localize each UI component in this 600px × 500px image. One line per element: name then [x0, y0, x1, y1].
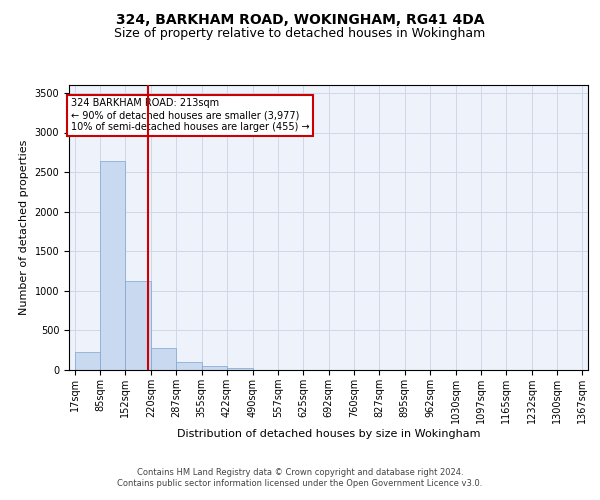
Text: Contains HM Land Registry data © Crown copyright and database right 2024.
Contai: Contains HM Land Registry data © Crown c…	[118, 468, 482, 487]
Text: Size of property relative to detached houses in Wokingham: Size of property relative to detached ho…	[115, 28, 485, 40]
Bar	[176, 362, 202, 370]
Bar	[74, 352, 100, 370]
Text: 324, BARKHAM ROAD, WOKINGHAM, RG41 4DA: 324, BARKHAM ROAD, WOKINGHAM, RG41 4DA	[116, 12, 484, 26]
Bar	[100, 161, 125, 370]
Bar	[125, 280, 151, 370]
Y-axis label: Number of detached properties: Number of detached properties	[19, 140, 29, 315]
X-axis label: Distribution of detached houses by size in Wokingham: Distribution of detached houses by size …	[177, 428, 480, 438]
Bar	[227, 368, 253, 370]
Text: 324 BARKHAM ROAD: 213sqm
← 90% of detached houses are smaller (3,977)
10% of sem: 324 BARKHAM ROAD: 213sqm ← 90% of detach…	[71, 98, 310, 132]
Bar	[151, 348, 176, 370]
Bar	[202, 366, 227, 370]
